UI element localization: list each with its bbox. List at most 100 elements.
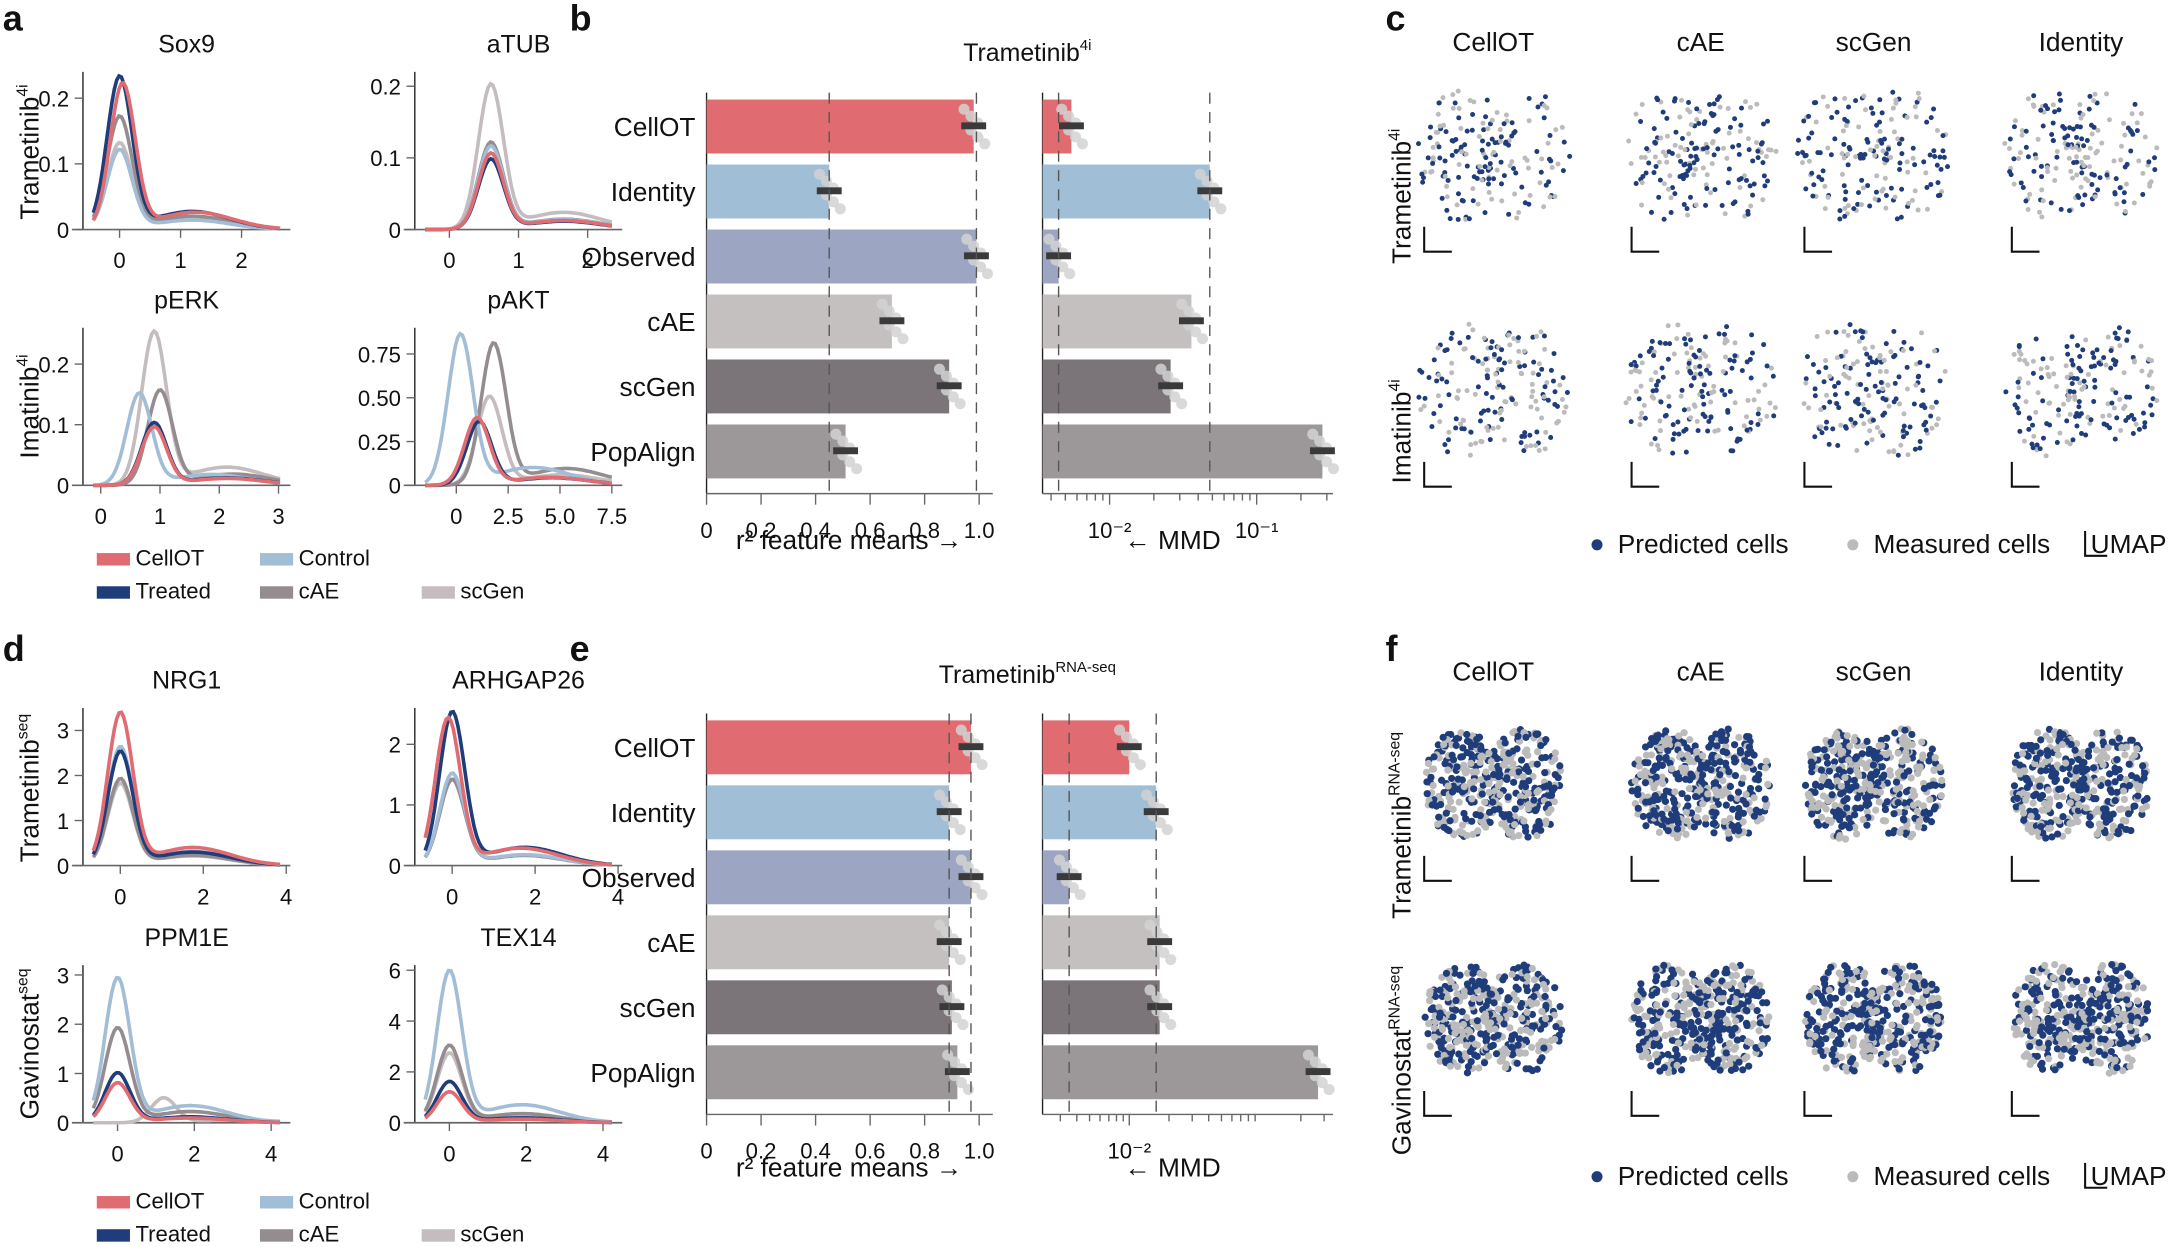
- cell-point: [1891, 1041, 1899, 1049]
- legend-swatch-cae: [259, 1229, 294, 1242]
- cell-point: [1716, 771, 1724, 779]
- cell-point: [1678, 790, 1686, 798]
- cell-point: [1688, 370, 1694, 376]
- cell-point: [1668, 1036, 1676, 1044]
- data-point: [1067, 882, 1079, 894]
- cell-point: [1498, 407, 1504, 413]
- cell-point: [2125, 414, 2131, 420]
- cell-point: [2054, 830, 2062, 838]
- cell-point: [1890, 89, 1896, 95]
- data-point: [933, 789, 946, 801]
- cell-point: [2029, 441, 2035, 447]
- cell-point: [2056, 107, 2062, 113]
- cell-point: [1872, 806, 1880, 814]
- cell-point: [2080, 781, 2088, 789]
- cell-point: [1429, 781, 1437, 790]
- cell-point: [2051, 960, 2059, 969]
- data-point: [955, 1077, 968, 1089]
- cell-point: [2016, 385, 2022, 391]
- cell-point: [1474, 827, 1482, 835]
- cell-point: [1516, 798, 1525, 806]
- cell-point: [1507, 163, 1513, 169]
- cell-point: [1499, 198, 1505, 204]
- cell-point: [1547, 791, 1556, 799]
- cell-point: [2066, 208, 2072, 214]
- cell-point: [1448, 751, 1456, 759]
- cell-point: [1662, 753, 1670, 762]
- cell-point: [2089, 764, 2098, 772]
- category-label-scgen: scGen: [620, 993, 696, 1023]
- data-point: [958, 103, 970, 115]
- cell-point: [1533, 760, 1541, 768]
- data-point: [979, 138, 991, 150]
- cell-point: [2121, 199, 2127, 205]
- cell-point: [1530, 992, 1538, 1001]
- cell-point: [1450, 831, 1458, 839]
- cell-point: [1485, 808, 1494, 816]
- cell-point: [1425, 990, 1434, 998]
- cell-point: [1470, 355, 1476, 361]
- cell-point: [1487, 757, 1495, 766]
- cell-point: [1675, 732, 1683, 740]
- cell-point: [1678, 1013, 1687, 1021]
- cell-point: [1420, 179, 1426, 185]
- cell-point: [1842, 196, 1848, 202]
- cell-point: [2033, 728, 2042, 737]
- cell-point: [1726, 166, 1732, 172]
- cell-point: [1692, 995, 1700, 1004]
- y-tick-label: 3: [57, 963, 69, 988]
- cell-point: [1481, 335, 1487, 341]
- density-line-scgen: [93, 328, 281, 488]
- cell-point: [1731, 1024, 1739, 1032]
- cell-point: [2027, 741, 2035, 750]
- cell-point: [2111, 405, 2117, 411]
- cell-point: [1901, 339, 1907, 345]
- cell-point: [1899, 186, 1905, 192]
- cell-point: [1743, 1037, 1752, 1046]
- cell-point: [1515, 1035, 1524, 1043]
- cell-point: [2092, 194, 2098, 200]
- data-point: [1169, 391, 1181, 403]
- cell-point: [1800, 150, 1806, 156]
- cell-point: [1732, 400, 1738, 406]
- cell-point: [1524, 805, 1532, 813]
- cell-point: [1517, 756, 1526, 764]
- cell-point: [1550, 798, 1558, 806]
- umap-column-title-scgen: scGen: [1836, 27, 1912, 57]
- cell-point: [1667, 1030, 1675, 1038]
- cell-point: [1628, 362, 1634, 368]
- cell-point: [1672, 191, 1678, 197]
- umap-plot: [1422, 726, 1564, 841]
- cell-point: [2067, 758, 2076, 766]
- cell-point: [1541, 103, 1547, 108]
- cell-point: [1458, 753, 1467, 761]
- cell-point: [1434, 1050, 1442, 1058]
- cell-point: [2085, 371, 2091, 377]
- cell-point: [2090, 350, 2096, 356]
- cell-point: [2142, 424, 2148, 430]
- cell-point: [1862, 1011, 1871, 1019]
- cell-point: [1745, 733, 1753, 741]
- cell-point: [2132, 774, 2141, 782]
- cell-point: [2023, 144, 2029, 150]
- cell-point: [1524, 789, 1532, 797]
- data-point: [949, 1056, 961, 1068]
- cell-point: [1529, 394, 1535, 400]
- cell-point: [1686, 360, 1692, 366]
- cell-point: [1709, 161, 1715, 167]
- cell-point: [2131, 416, 2137, 422]
- cell-point: [1471, 1051, 1479, 1059]
- cell-point: [1670, 796, 1678, 804]
- cell-point: [1868, 989, 1876, 997]
- cell-point: [1669, 150, 1675, 156]
- cell-point: [1541, 115, 1547, 121]
- cell-point: [1541, 204, 1547, 210]
- cell-point: [1446, 437, 1452, 443]
- data-point: [890, 326, 902, 338]
- cell-point: [1548, 367, 1554, 373]
- cell-point: [1678, 158, 1684, 164]
- cell-point: [1742, 1006, 1750, 1014]
- cell-point: [2062, 759, 2070, 767]
- cell-point: [1883, 1011, 1891, 1020]
- cell-point: [1467, 963, 1475, 971]
